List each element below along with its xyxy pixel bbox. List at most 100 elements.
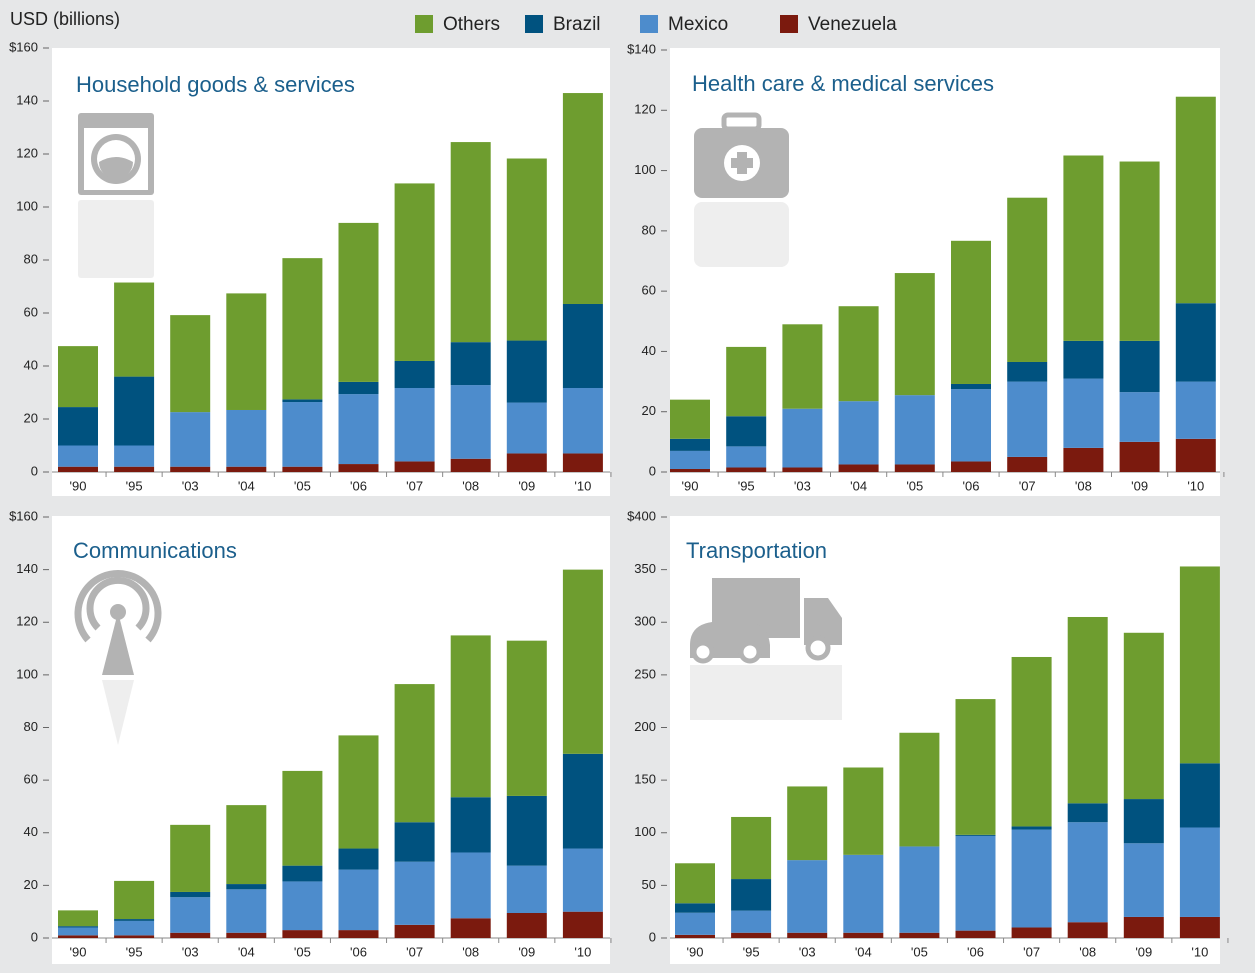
y-tick-label: 60 [24,304,38,319]
x-tick-label: '04 [850,478,867,493]
bar-segment [282,930,323,938]
bar-segment [506,795,547,866]
legend-swatch [415,15,433,33]
bar-segment [338,464,379,472]
bar-segment [450,852,491,919]
y-tick-label: 20 [24,877,38,892]
bar-segment [951,383,991,390]
bar-segment [726,346,767,417]
bar-segment [670,468,710,472]
bar-segment [843,767,884,855]
bar-segment [58,926,98,928]
bar-segment [955,930,996,938]
x-tick-label: '06 [350,478,367,493]
icon-washer [78,113,154,278]
bar-segment [787,786,828,861]
bar-segment [170,412,211,467]
bar-segment [338,848,379,870]
x-tick-label: '08 [462,478,479,493]
y-tick-label: 50 [642,877,656,892]
bar-segment [955,699,996,835]
bar-segment [562,569,603,754]
bar-segment [170,897,211,933]
bar-segment [282,258,323,400]
bar-segment [58,910,98,927]
bar-segment [1067,822,1108,923]
bar-segment [58,346,98,408]
bar-segment [894,464,935,472]
bar-segment [562,453,603,472]
bar-segment [675,934,715,938]
bar-segment [114,935,155,938]
bar-segment [782,467,823,472]
bar-segment [955,834,996,836]
bar-segment [226,884,267,890]
bar-segment [114,466,155,472]
bar-segment [450,385,491,459]
bar-segment [394,924,435,938]
bar-segment [1063,447,1104,472]
bar-segment [1007,197,1048,362]
bar-segment [1119,441,1160,472]
y-tick-label: 80 [24,719,38,734]
x-tick-label: '10 [574,944,591,959]
bar-segment [562,911,603,938]
bar-segment [675,912,715,935]
bar-segment [675,863,715,904]
bar-segment [1119,340,1160,393]
bar-segment [450,918,491,938]
bar-segment [670,399,710,439]
bar-segment [394,183,435,361]
y-tick-label: 200 [634,719,656,734]
bar-segment [731,910,772,933]
x-tick-label: '09 [518,944,535,959]
bar-segment [562,848,603,912]
y-tick-label: 40 [24,824,38,839]
bar-segment [1011,656,1052,827]
legend-label: Brazil [553,14,601,35]
bar-segment [282,865,323,882]
bar-segment [450,342,491,386]
x-tick-label: '03 [182,478,199,493]
x-tick-label: '04 [238,944,255,959]
bar-segment [114,920,155,936]
bar-segment [282,402,323,467]
x-tick-label: '08 [462,944,479,959]
y-tick-label: 20 [642,403,656,418]
y-tick-label: 0 [31,929,38,944]
x-tick-label: '90 [682,478,699,493]
bar-segment [951,240,991,384]
x-tick-label: '95 [126,944,143,959]
bar-segment [1123,632,1164,800]
bar-segment [58,927,98,936]
bar-segment [282,770,323,866]
x-tick-label: '08 [1079,944,1096,959]
y-tick-label: 0 [649,463,656,478]
y-tick-label: 100 [16,198,38,213]
bar-segment [1067,922,1108,938]
bar-segment [899,732,940,847]
y-tick-label: 100 [634,162,656,177]
bar-segment [562,303,603,388]
bar-segment [394,360,435,388]
x-tick-label: '04 [855,944,872,959]
bar-segment [1063,378,1104,448]
bar-segment [394,684,435,823]
x-tick-label: '06 [967,944,984,959]
bar-segment [1011,829,1052,928]
bar-segment [562,93,603,304]
bar-segment [1179,916,1220,938]
y-tick-label: 80 [24,251,38,266]
y-tick-label: $160 [9,508,38,523]
x-tick-label: '03 [799,944,816,959]
y-tick-label: 120 [16,614,38,629]
bar-segment [58,407,98,446]
bar-segment [838,306,879,402]
bar-segment [731,932,772,938]
bar-segment [1123,916,1164,938]
bar-segment [726,446,767,468]
bar-segment [226,805,267,885]
bar-segment [562,753,603,849]
bar-segment [338,222,379,382]
bar-segment [394,461,435,472]
